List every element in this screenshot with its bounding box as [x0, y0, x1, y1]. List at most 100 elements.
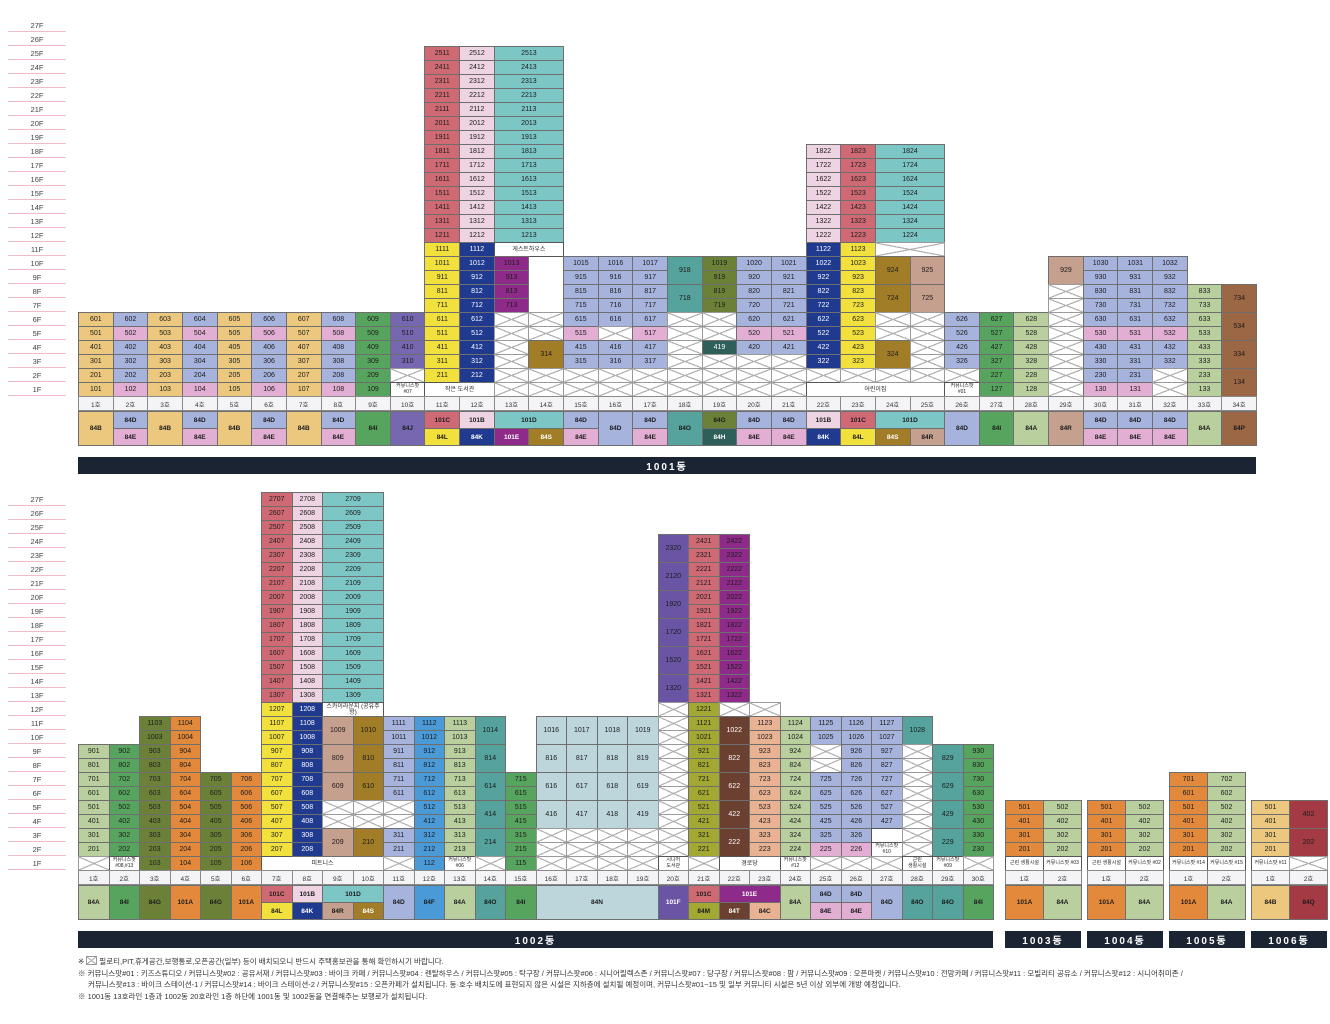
unit-cell: 306 — [230, 828, 262, 843]
unit-type-cell: 84D — [770, 411, 807, 429]
unit-type-cell: 101A — [1087, 885, 1126, 920]
floor-label: 7F — [8, 298, 66, 312]
unit-cell: 708 — [291, 772, 323, 787]
facility-cell: 경로당 — [718, 856, 781, 871]
unit-cell: 2207 — [261, 562, 293, 577]
unit-cell: 726 — [840, 772, 872, 787]
ho-label: 8호 — [320, 396, 357, 411]
unit-cell: 1312 — [459, 214, 495, 229]
unit-cell: 531 — [1117, 326, 1154, 341]
unit-cell: 513 — [444, 800, 476, 815]
unit-cell: 1112 — [413, 716, 445, 731]
unit-type-cell: 84O — [932, 885, 964, 920]
unit-cell: 612 — [459, 312, 495, 327]
unit-cell: 404 — [181, 340, 218, 355]
unit-type-cell: 101B — [291, 885, 323, 903]
ho-label: 12호 — [459, 396, 495, 411]
unit-cell: 312 — [459, 354, 495, 369]
unit-cell: 209 — [355, 368, 391, 383]
ho-label: 7호 — [261, 870, 293, 885]
unit-cell: 2513 — [493, 46, 565, 61]
unit-cell: 2312 — [459, 74, 495, 89]
facility-cell: 커뮤니스팟 #12 — [779, 856, 811, 871]
unit-type-cell: 84A — [1013, 411, 1050, 446]
void-cell — [657, 702, 689, 717]
ho-label: 4호 — [169, 870, 201, 885]
unit-type-cell: 84L — [840, 428, 876, 446]
unit-cell: 526 — [944, 326, 980, 341]
unit-cell: 608 — [291, 786, 323, 801]
unit-type-cell: 84A — [779, 885, 811, 920]
facility-cell: 스카이라운지 (공유주방) — [322, 702, 384, 717]
unit-cell: 303 — [147, 354, 183, 369]
unit-cell: 916 — [597, 270, 634, 285]
unit-cell: 1612 — [459, 172, 495, 187]
void-cell — [871, 856, 903, 871]
ho-label: 3호 — [147, 396, 183, 411]
floor-label: 16F — [8, 646, 66, 660]
building-name-bar: 1006동 — [1251, 931, 1327, 948]
unit-cell: 415 — [563, 340, 599, 355]
unit-cell: 816 — [597, 284, 634, 299]
unit-type-cell: 84E — [1152, 428, 1188, 446]
floor-label: 9F — [8, 744, 66, 758]
unit-cell: 521 — [770, 326, 807, 341]
unit-cell: 2511 — [424, 46, 461, 61]
unit-cell: 212 — [459, 368, 495, 383]
void-cell — [1048, 298, 1084, 313]
floor-label: 24F — [8, 534, 66, 548]
unit-cell: 316 — [597, 354, 634, 369]
unit-cell: 821 — [770, 284, 807, 299]
unit-cell: 627 — [871, 786, 903, 801]
unit-cell: 331 — [1117, 354, 1154, 369]
unit-cell: 417 — [632, 340, 668, 355]
unit-cell: 1221 — [688, 702, 720, 717]
unit-cell: 424 — [779, 814, 811, 829]
void-cell — [657, 842, 689, 857]
unit-cell: 609 — [322, 772, 354, 801]
unit-cell: 501 — [1251, 800, 1290, 815]
ho-label: 8호 — [291, 870, 323, 885]
unit-cell: 921 — [770, 270, 807, 285]
unit-cell: 212 — [413, 842, 445, 857]
unit-cell: 2222 — [718, 562, 750, 577]
unit-cell: 923 — [840, 270, 876, 285]
unit-cell: 1724 — [874, 158, 946, 173]
unit-cell: 603 — [147, 312, 183, 327]
unit-cell: 2109 — [322, 576, 384, 591]
unit-cell: 722 — [805, 298, 842, 313]
unit-cell: 721 — [688, 772, 720, 787]
unit-cell: 817 — [566, 744, 598, 773]
unit-cell: 603 — [139, 786, 171, 801]
unit-cell: 1309 — [322, 688, 384, 703]
ho-label: 28호 — [1013, 396, 1050, 411]
unit-type-cell: 84F — [413, 885, 445, 920]
floor-label: 16F — [8, 172, 66, 186]
unit-type-cell: 84R — [909, 428, 946, 446]
facility-cell: 커뮤니스팟 #14 — [1169, 856, 1208, 871]
unit-cell: 725 — [909, 284, 946, 313]
unit-cell: 1013 — [493, 256, 530, 271]
ho-label: 6호 — [251, 396, 287, 411]
unit-cell: 1613 — [493, 172, 565, 187]
unit-cell: 814 — [474, 744, 506, 773]
unit-cell: 1922 — [718, 604, 750, 619]
unit-cell: 730 — [1082, 298, 1119, 313]
unit-type-cell: 84B — [285, 411, 322, 446]
unit-cell: 831 — [1117, 284, 1154, 299]
unit-cell: 820 — [736, 284, 772, 299]
void-cell — [701, 326, 738, 341]
unit-type-cell: 84O — [667, 411, 703, 446]
unit-type-cell: 84C — [749, 902, 781, 920]
void-cell — [901, 828, 933, 843]
unit-cell: 2412 — [459, 60, 495, 75]
unit-cell: 620 — [736, 312, 772, 327]
ho-label: 6호 — [230, 870, 262, 885]
unit-type-cell: 84E — [632, 428, 668, 446]
unit-cell: 1322 — [805, 214, 842, 229]
unit-cell: 623 — [840, 312, 876, 327]
void-cell — [944, 368, 980, 383]
floor-label: 19F — [8, 604, 66, 618]
unit-cell: 833 — [1186, 284, 1223, 299]
void-cell — [1048, 382, 1084, 397]
